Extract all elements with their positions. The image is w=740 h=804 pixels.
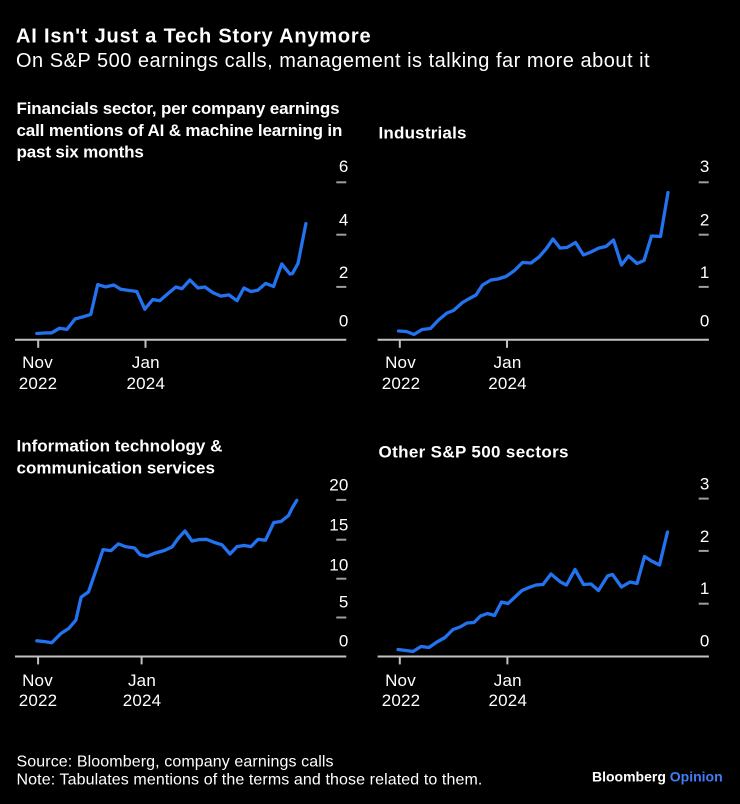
svg-text:Financials sector, per company: Financials sector, per company earnings bbox=[17, 99, 340, 118]
svg-text:Source: Bloomberg, company ear: Source: Bloomberg, company earnings call… bbox=[17, 754, 334, 771]
svg-text:2: 2 bbox=[339, 263, 349, 282]
svg-text:15: 15 bbox=[329, 516, 348, 535]
svg-text:AI Isn't Just a Tech Story Any: AI Isn't Just a Tech Story Anymore bbox=[16, 25, 371, 47]
svg-text:Information technology &: Information technology & bbox=[17, 436, 223, 455]
svg-text:0: 0 bbox=[700, 311, 710, 330]
svg-text:call mentions of AI & machine: call mentions of AI & machine learning i… bbox=[17, 121, 343, 140]
svg-text:3: 3 bbox=[700, 475, 710, 494]
svg-text:Nov: Nov bbox=[385, 353, 416, 372]
svg-text:2024: 2024 bbox=[488, 691, 527, 710]
svg-text:Nov: Nov bbox=[22, 671, 53, 690]
svg-text:Other S&P 500 sectors: Other S&P 500 sectors bbox=[379, 442, 569, 461]
svg-text:0: 0 bbox=[339, 311, 349, 330]
svg-text:6: 6 bbox=[339, 157, 349, 176]
svg-text:2024: 2024 bbox=[488, 374, 527, 393]
svg-text:5: 5 bbox=[339, 593, 349, 612]
svg-text:On S&P 500 earnings calls, man: On S&P 500 earnings calls, management is… bbox=[16, 50, 650, 72]
svg-text:10: 10 bbox=[329, 555, 348, 574]
svg-text:2: 2 bbox=[700, 211, 710, 230]
svg-text:2024: 2024 bbox=[126, 374, 165, 393]
svg-text:Nov: Nov bbox=[385, 671, 416, 690]
svg-text:2024: 2024 bbox=[123, 691, 162, 710]
svg-text:2022: 2022 bbox=[19, 691, 58, 710]
svg-text:2022: 2022 bbox=[382, 691, 421, 710]
svg-text:Jan: Jan bbox=[494, 671, 522, 690]
svg-text:Jan: Jan bbox=[132, 353, 160, 372]
svg-text:communication services: communication services bbox=[17, 458, 215, 477]
svg-text:Bloomberg Opinion: Bloomberg Opinion bbox=[592, 769, 723, 785]
svg-text:Jan: Jan bbox=[128, 671, 156, 690]
svg-text:0: 0 bbox=[700, 631, 710, 650]
svg-text:Industrials: Industrials bbox=[379, 124, 467, 143]
svg-text:4: 4 bbox=[339, 211, 349, 230]
svg-text:Jan: Jan bbox=[493, 353, 521, 372]
svg-text:20: 20 bbox=[329, 476, 348, 495]
svg-text:Nov: Nov bbox=[22, 353, 53, 372]
svg-text:3: 3 bbox=[700, 157, 710, 176]
svg-text:2022: 2022 bbox=[382, 374, 421, 393]
svg-text:0: 0 bbox=[339, 631, 349, 650]
svg-text:Note: Tabulates mentions of th: Note: Tabulates mentions of the terms an… bbox=[17, 772, 483, 789]
svg-text:1: 1 bbox=[700, 579, 710, 598]
svg-text:2: 2 bbox=[700, 527, 710, 546]
svg-text:2022: 2022 bbox=[19, 374, 58, 393]
svg-text:past six months: past six months bbox=[17, 143, 144, 162]
svg-text:1: 1 bbox=[700, 263, 710, 282]
